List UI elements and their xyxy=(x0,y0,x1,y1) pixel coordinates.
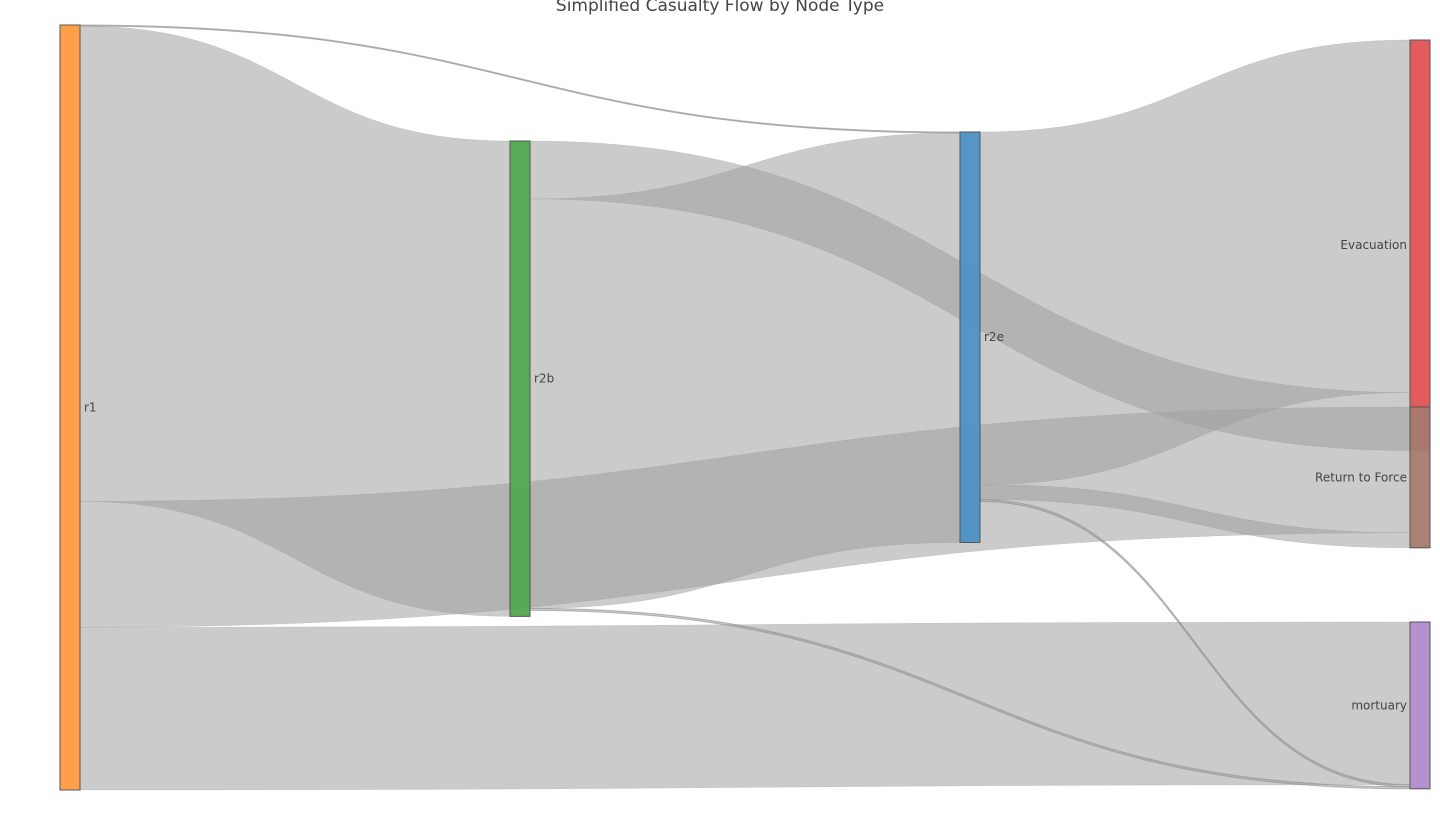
node-r2b[interactable] xyxy=(509,140,531,617)
node-label-r2b: r2b xyxy=(534,372,554,386)
node-rtf[interactable] xyxy=(1409,406,1431,549)
chart-title: Simplified Casualty Flow by Node Type xyxy=(555,0,885,16)
nodes: r1 r2b r2e Evacuation Return to Force mortuar… xyxy=(59,24,1431,791)
node-label-evac: Evacuation xyxy=(1340,238,1407,252)
node-evac[interactable] xyxy=(1409,39,1431,451)
node-label-r1: r1 xyxy=(84,401,97,415)
links xyxy=(79,24,1411,791)
node-label-mort: mortuary xyxy=(1351,698,1407,712)
node-label-rtf: Return to Force xyxy=(1315,470,1407,484)
node-label-r2e: r2e xyxy=(984,330,1004,344)
node-r1[interactable] xyxy=(59,24,81,791)
node-mort[interactable] xyxy=(1409,621,1431,790)
node-r2e[interactable] xyxy=(959,131,981,543)
link-r1-to-mort[interactable] xyxy=(79,621,1411,791)
